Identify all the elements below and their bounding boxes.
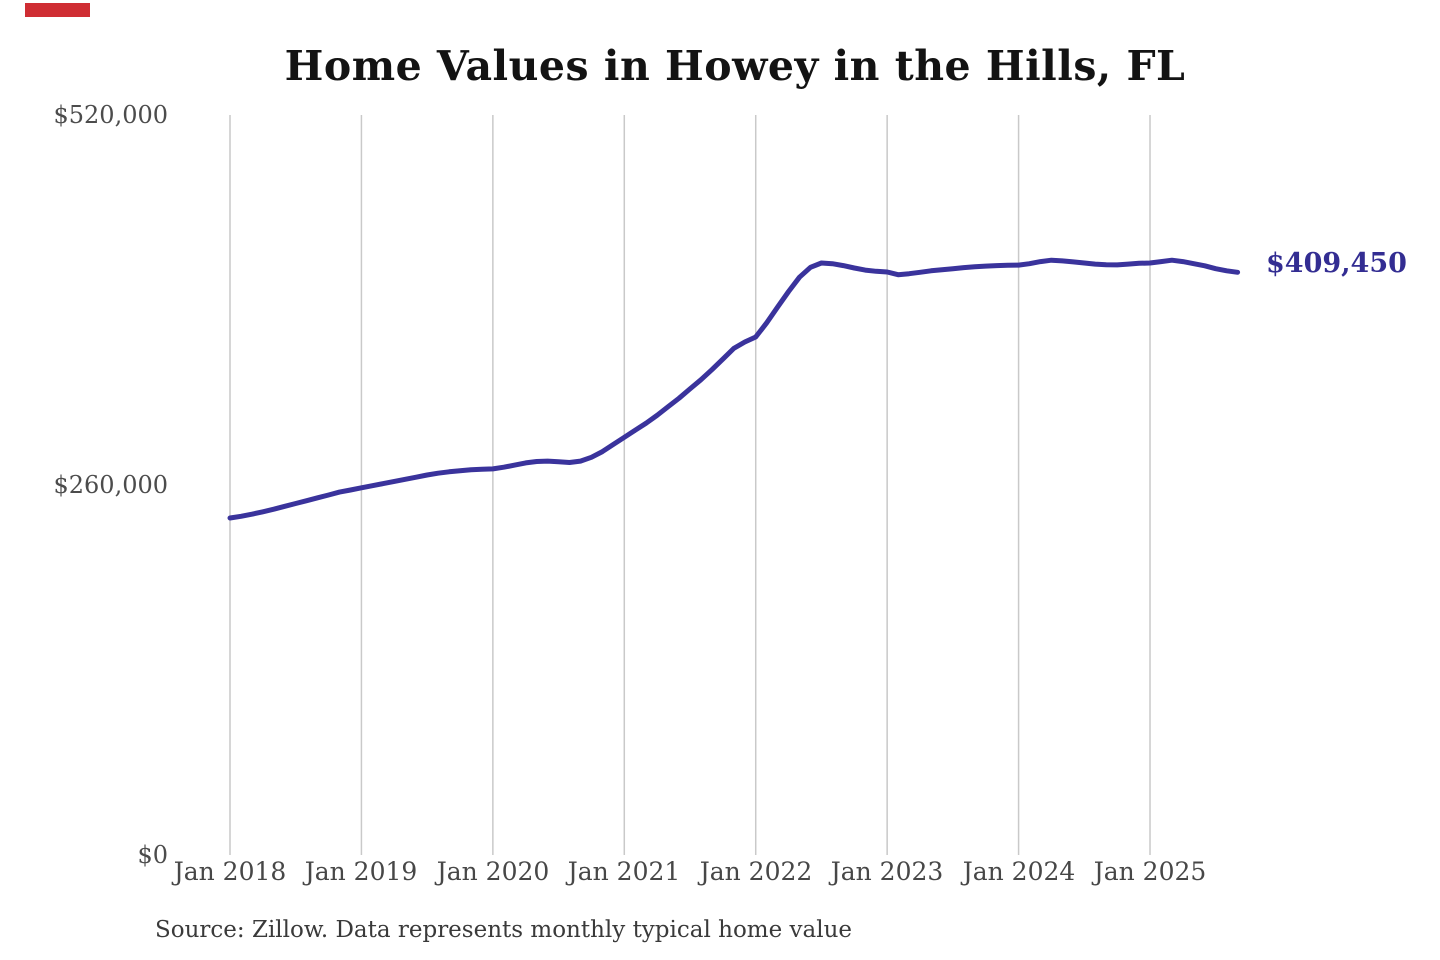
- y-axis-tick-0: $0: [137, 841, 168, 869]
- home-value-series-line: [227, 257, 1241, 521]
- x-axis-tick-jan-2019: Jan 2019: [304, 857, 418, 886]
- x-axis-tick-jan-2020: Jan 2020: [436, 857, 550, 886]
- red-corner-marker: [25, 3, 90, 17]
- x-axis-tick-jan-2018: Jan 2018: [173, 857, 287, 886]
- x-axis-tick-jan-2023: Jan 2023: [830, 857, 944, 886]
- latest-value-label: $409,450: [1266, 248, 1407, 279]
- x-axis-tick-jan-2021: Jan 2021: [567, 857, 681, 886]
- y-axis-tick-520000: $520,000: [53, 101, 168, 129]
- source-note: Source: Zillow. Data represents monthly …: [155, 917, 853, 943]
- chart-title: Home Values in Howey in the Hills, FL: [284, 42, 1186, 90]
- x-axis-tick-jan-2025: Jan 2025: [1093, 857, 1207, 886]
- y-axis-tick-260000: $260,000: [53, 471, 168, 499]
- x-axis-tick-jan-2022: Jan 2022: [699, 857, 813, 886]
- x-axis-tick-jan-2024: Jan 2024: [962, 857, 1076, 886]
- gridlines: [229, 115, 1151, 855]
